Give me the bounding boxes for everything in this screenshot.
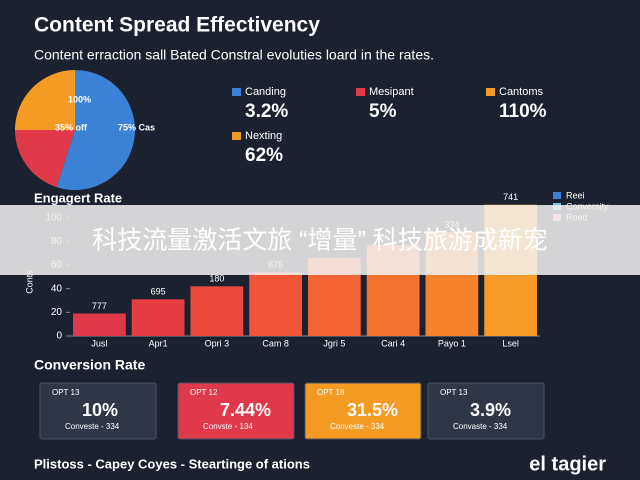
metric-label: Nexting <box>245 130 282 142</box>
metric-swatch <box>232 132 241 140</box>
y-tick-label: 40 <box>51 283 63 294</box>
brand: el tagier <box>529 453 606 475</box>
x-tick-label: Cam 8 <box>262 338 289 348</box>
y-tick-label: 0 <box>56 331 62 342</box>
y-label: Conts <box>24 270 34 294</box>
pie-label: 75% Cas <box>118 122 155 132</box>
card-value: 10% <box>82 400 118 420</box>
metric-value: 3.2% <box>245 101 288 122</box>
metric-value: 5% <box>369 101 397 122</box>
banner <box>0 205 640 275</box>
x-tick-label: Apr1 <box>149 338 168 348</box>
metric-value: 110% <box>499 101 547 122</box>
x-tick-label: Jgri 5 <box>323 338 345 348</box>
x-tick-label: Opri 3 <box>205 338 230 348</box>
bar-title: Engagert Rate <box>34 190 122 205</box>
legend-swatch <box>553 192 561 199</box>
metric-value: 62% <box>245 145 283 166</box>
metric-swatch <box>232 88 241 96</box>
card-note: Convaste - 334 <box>453 422 508 431</box>
bar <box>73 313 126 336</box>
card-note: Convste - 134 <box>203 422 253 431</box>
card <box>39 382 157 440</box>
legend-label: Reei <box>566 190 585 200</box>
bar <box>249 272 302 336</box>
metric-swatch <box>486 88 495 96</box>
card-label: OPT 18 <box>317 388 345 397</box>
x-tick-label: Payo 1 <box>438 338 466 348</box>
title: Content Spread Effectivency <box>34 14 320 37</box>
y-tick-label: 20 <box>51 307 63 318</box>
pie-label: 35% off <box>55 122 88 132</box>
x-tick-label: Jusl <box>91 338 107 348</box>
x-tick-label: Cari 4 <box>381 338 405 348</box>
conversion-title: Conversion Rate <box>34 357 145 373</box>
card-label: OPT 13 <box>440 388 468 397</box>
metric-label: Cantoms <box>499 86 544 98</box>
bar <box>131 299 185 336</box>
subtitle: Content erraction sall Bated Constral ev… <box>34 47 434 63</box>
metric-swatch <box>356 88 365 96</box>
bar-annotation: 180 <box>209 274 224 284</box>
footer: Plistoss - Capey Coyes - Steartinge of a… <box>34 456 310 471</box>
metric-label: Canding <box>245 86 286 98</box>
bar-annotation: 777 <box>92 301 107 311</box>
x-tick-label: Lsel <box>502 338 519 348</box>
card-label: OPT 13 <box>52 388 80 397</box>
pie-label: 100% <box>68 94 91 104</box>
pie-slice <box>15 70 75 130</box>
card-value: 31.5% <box>347 400 398 420</box>
bar-annotation: 741 <box>503 192 518 202</box>
card-note: Conveste - 334 <box>65 422 120 431</box>
bar-annotation: 695 <box>151 287 166 297</box>
card <box>427 382 545 440</box>
bar <box>190 286 244 336</box>
card-label: OPT 12 <box>190 388 218 397</box>
banner-text: 科技流量激活文旅 “增量” 科技旅游成新宠 <box>92 227 548 255</box>
card <box>304 382 422 440</box>
metric-label: Mesipant <box>369 86 414 98</box>
pie-slice <box>56 70 136 190</box>
pie-slice <box>15 130 75 188</box>
card-note: Conveste - 334 <box>330 422 385 431</box>
card <box>177 382 295 440</box>
card-value: 7.44% <box>220 400 271 420</box>
card-value: 3.9% <box>470 400 511 420</box>
